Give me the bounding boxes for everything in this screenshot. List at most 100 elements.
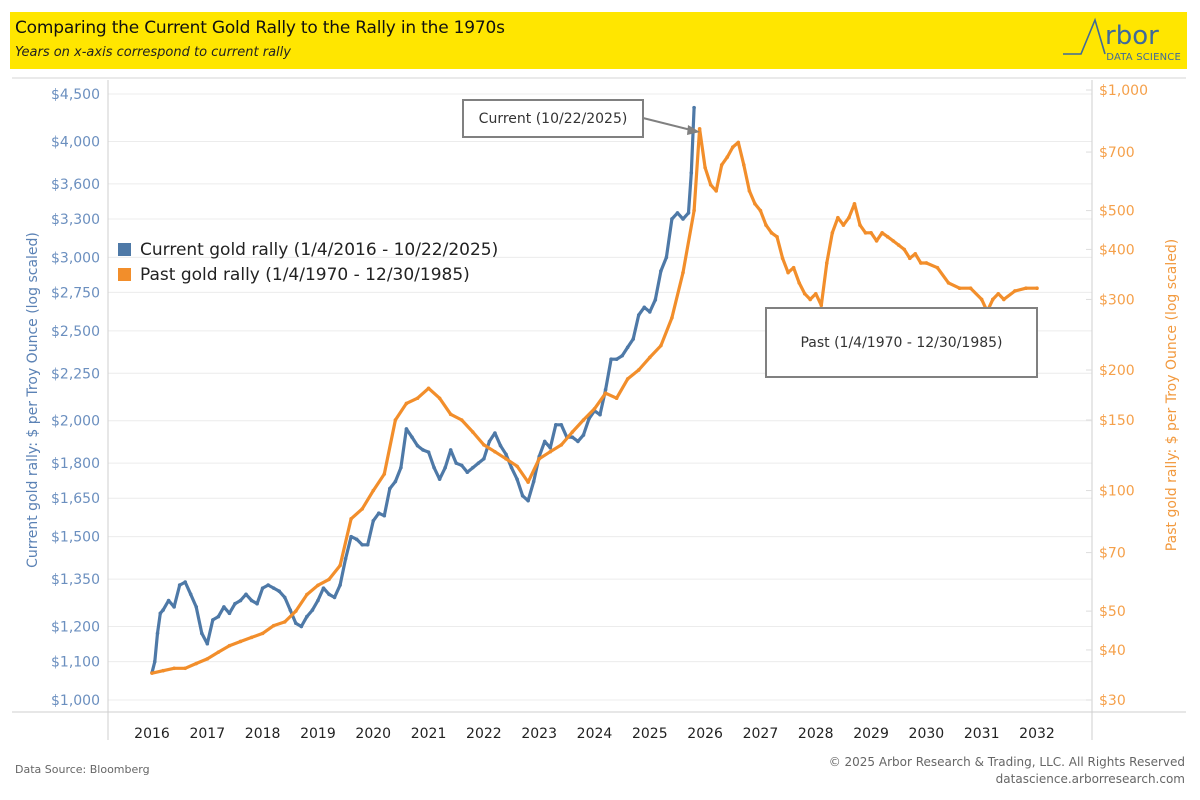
data-point-past (819, 303, 824, 308)
right-tick-label: $300 (1099, 292, 1135, 308)
legend-item-past[interactable]: Past gold rally (1/4/1970 - 12/30/1985) (118, 262, 498, 287)
data-point-past (648, 355, 652, 360)
data-point-current (310, 608, 315, 612)
left-tick-label: $3,300 (51, 212, 100, 228)
data-point-current (327, 592, 331, 597)
data-point-current (399, 465, 403, 470)
data-point-current (155, 631, 160, 636)
arbor-logo-word: rbor (1105, 21, 1159, 51)
data-point-past (360, 507, 364, 511)
data-point-current (152, 659, 157, 664)
data-point-past (636, 368, 641, 372)
data-point-current (249, 598, 254, 603)
data-point-past (996, 291, 1001, 296)
legend: Current gold rally (1/4/2016 - 10/22/202… (118, 237, 498, 287)
data-point-current (542, 439, 547, 444)
arbor-logo-mark-icon (1063, 17, 1106, 55)
data-point-past (183, 666, 187, 671)
data-point-past (482, 443, 486, 447)
legend-item-current[interactable]: Current gold rally (1/4/2016 - 10/22/202… (118, 237, 498, 262)
data-point-past (808, 297, 813, 302)
data-point-current (531, 479, 536, 484)
left-tick-label: $1,500 (51, 530, 100, 546)
data-point-current (365, 542, 370, 547)
right-tick-label: $1,000 (1099, 83, 1148, 99)
data-point-past (725, 155, 730, 159)
data-point-current (371, 519, 376, 523)
data-point-past (802, 291, 807, 296)
data-point-past (902, 247, 907, 252)
right-axis-label: Past gold rally: $ per Troy Ounce (log s… (1164, 239, 1180, 551)
data-point-current (244, 592, 248, 597)
left-tick-label: $3,600 (51, 177, 100, 193)
data-point-past (924, 261, 929, 265)
data-point-current (686, 211, 691, 215)
data-point-past (393, 418, 398, 422)
data-point-past (338, 563, 342, 568)
data-point-current (598, 412, 602, 417)
data-point-current (448, 448, 453, 452)
data-point-current (614, 357, 619, 361)
data-point-past (581, 418, 586, 422)
left-tick-label: $1,200 (51, 620, 100, 636)
data-point-past (426, 386, 431, 391)
data-point-current (238, 598, 243, 603)
data-point-current (675, 211, 680, 215)
x-tick-label: 2018 (245, 726, 281, 742)
data-point-past (913, 252, 918, 256)
data-point-past (747, 189, 752, 193)
right-tick-label: $50 (1099, 604, 1126, 620)
header-banner: Comparing the Current Gold Rally to the … (10, 12, 1187, 69)
data-point-past (437, 396, 442, 401)
data-point-past (504, 457, 508, 461)
data-point-current (625, 345, 630, 350)
data-point-current (498, 443, 503, 448)
data-point-current (305, 614, 309, 619)
left-tick-label: $2,750 (51, 285, 100, 301)
axes (12, 77, 1186, 740)
data-point-current (299, 624, 304, 629)
data-point-past (249, 635, 254, 640)
data-point-current (432, 465, 436, 470)
data-point-current (620, 353, 624, 358)
data-point-past (570, 430, 575, 434)
data-point-current (382, 513, 387, 518)
left-axis-ticks: $1,000 $1,100 $1,200 $1,350 $1,500 $1,650 $1,8… (51, 87, 100, 709)
data-point-past (836, 215, 840, 220)
data-point-past (349, 517, 353, 521)
data-point-current (659, 269, 663, 273)
data-point-past (559, 443, 564, 447)
data-point-current (177, 583, 182, 587)
data-point-current (576, 439, 580, 444)
data-point-past (896, 243, 901, 247)
right-tick-label: $500 (1099, 204, 1135, 220)
data-point-current (636, 313, 641, 317)
data-point-current (648, 310, 652, 314)
data-point-current (609, 357, 613, 361)
right-tick-label: $150 (1099, 413, 1135, 429)
chart-title: Comparing the Current Gold Rally to the … (15, 18, 505, 38)
data-point-past (979, 297, 984, 302)
annotation-arrow-line (642, 117, 696, 132)
data-point-past (493, 449, 497, 454)
series-line-past (150, 127, 1039, 675)
data-point-past (907, 256, 912, 261)
data-point-current (255, 601, 259, 606)
data-point-past (841, 223, 846, 227)
data-point-past (1024, 286, 1028, 291)
data-point-current (692, 105, 696, 110)
data-point-past (919, 261, 923, 265)
data-point-past (852, 201, 857, 206)
arrow-head-icon (687, 125, 700, 135)
x-tick-label: 2023 (521, 726, 557, 742)
right-tick-label: $400 (1099, 242, 1135, 258)
data-point-past (869, 231, 873, 235)
data-point-past (753, 201, 757, 206)
data-point-past (271, 623, 276, 628)
data-point-current (294, 621, 298, 625)
series-line-current (150, 106, 696, 675)
x-tick-label: 2020 (355, 726, 391, 742)
x-tick-label: 2028 (798, 726, 834, 742)
website-link[interactable]: datascience.arborresearch.com (995, 772, 1185, 786)
